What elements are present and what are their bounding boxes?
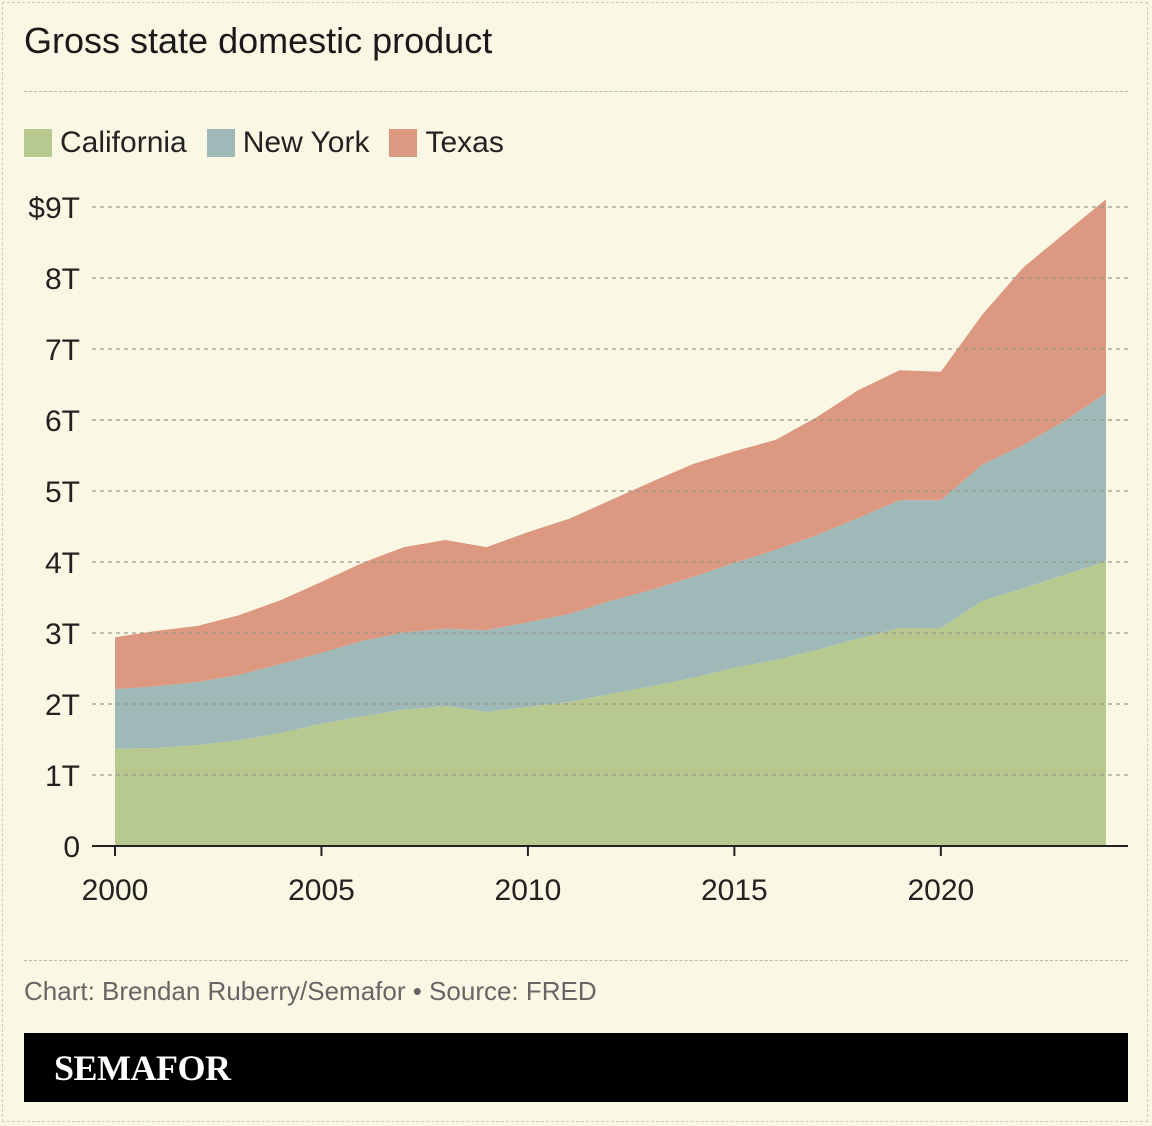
area-new-york [115, 393, 1106, 749]
legend-swatch [24, 129, 52, 157]
chart-title: Gross state domestic product [24, 20, 493, 61]
divider [24, 960, 1128, 961]
legend-item-california: California [24, 126, 187, 160]
y-tick-label: 2T [45, 689, 80, 722]
brand-bar: SEMAFOR [24, 1033, 1128, 1102]
chart-plot: 0 1T 2T 3T 4T 5T 6T 7T 8T $9T 2000 2005 2010 2015 2020 [28, 192, 1128, 907]
divider [24, 91, 1128, 92]
x-tick-label: 2005 [288, 874, 355, 907]
area-texas [115, 199, 1106, 690]
legend-swatch [206, 129, 235, 157]
legend-label: Texas [425, 126, 504, 159]
y-tick-label: 7T [45, 334, 80, 367]
legend: California New York Texas [24, 126, 504, 160]
x-tick-label: 2020 [907, 874, 974, 907]
y-tick-label: 5T [45, 476, 80, 509]
y-tick-label: 6T [45, 405, 80, 438]
y-tick-label: 8T [45, 263, 80, 296]
y-tick-label: 4T [45, 547, 80, 580]
y-tick-label: $9T [28, 192, 80, 225]
legend-item-texas: Texas [389, 126, 504, 160]
legend-swatch [389, 129, 418, 157]
chart-credit: Chart: Brendan Ruberry/Semafor • Source:… [24, 976, 597, 1006]
y-tick-label: 1T [45, 760, 80, 793]
legend-item-new-york: New York [206, 126, 370, 160]
legend-label: California [60, 126, 187, 159]
y-tick-label: 0 [63, 831, 80, 864]
x-tick-label: 2015 [701, 874, 768, 907]
y-tick-label: 3T [45, 618, 80, 651]
area-california [115, 561, 1106, 846]
legend-label: New York [242, 126, 370, 159]
x-tick-label: 2000 [82, 874, 149, 907]
semafor-logo: SEMAFOR [54, 1048, 231, 1088]
x-tick-label: 2010 [495, 874, 562, 907]
